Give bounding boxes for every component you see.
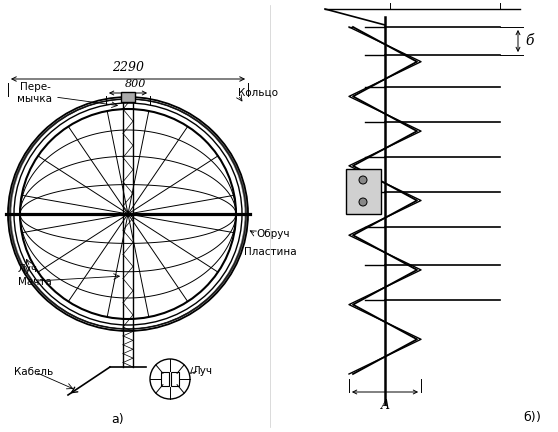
- Text: 800: 800: [126, 79, 147, 89]
- Text: Кабель: Кабель: [14, 367, 53, 377]
- Text: Пере-
мычка: Пере- мычка: [17, 82, 52, 104]
- Text: Луч: Луч: [18, 264, 38, 274]
- Ellipse shape: [20, 109, 236, 319]
- Text: A: A: [381, 399, 389, 412]
- Text: 2290: 2290: [112, 61, 144, 74]
- Bar: [171, 372, 179, 386]
- Text: б: б: [525, 34, 533, 48]
- Text: Луч: Луч: [193, 366, 213, 376]
- Text: Мачта: Мачта: [18, 277, 52, 287]
- Text: б): б): [524, 410, 536, 423]
- Text: Кольцо: Кольцо: [238, 88, 278, 98]
- Text: а): а): [112, 413, 124, 426]
- Circle shape: [359, 198, 367, 206]
- Bar: [161, 372, 169, 386]
- Circle shape: [359, 176, 367, 184]
- Text: ): ): [536, 410, 541, 423]
- Bar: [121, 92, 135, 102]
- Bar: [346, 169, 381, 214]
- Text: Обруч: Обруч: [256, 229, 290, 239]
- Text: Пластина: Пластина: [244, 247, 297, 257]
